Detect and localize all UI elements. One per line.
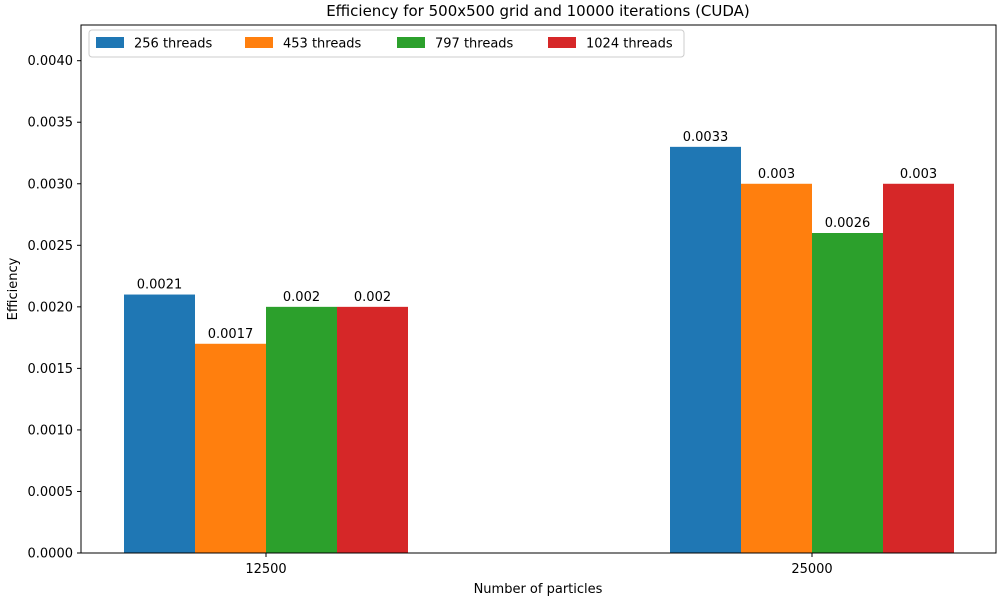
legend-swatch — [397, 37, 425, 48]
data-label: 0.002 — [283, 290, 320, 305]
legend-entry-label: 797 threads — [435, 37, 514, 52]
y-tick-label: 0.0030 — [28, 177, 74, 192]
data-label: 0.003 — [758, 167, 795, 182]
plot-area: 0.0021 0.0017 0.002 0.002 0.0033 0.003 0.0026 0… — [28, 24, 997, 577]
bar — [124, 294, 195, 553]
y-tick-label: 0.0020 — [28, 300, 74, 315]
bar — [195, 343, 266, 553]
legend-swatch — [96, 37, 124, 48]
y-axis-label: Efficiency — [6, 257, 21, 320]
bar — [741, 183, 812, 553]
data-label: 0.0021 — [137, 278, 183, 293]
x-tick-label: 12500 — [245, 562, 286, 577]
y-tick-label: 0.0040 — [28, 54, 74, 69]
legend-box — [88, 29, 685, 58]
bar — [266, 306, 337, 553]
legend-entry-label: 453 threads — [283, 37, 362, 52]
y-tick-label: 0.0035 — [28, 116, 74, 131]
chart-title: Efficiency for 500x500 grid and 10000 it… — [326, 2, 750, 20]
data-label: 0.002 — [354, 290, 391, 305]
y-tick-label: 0.0025 — [28, 239, 74, 254]
legend-swatch — [245, 37, 273, 48]
legend-entry-label: 1024 threads — [586, 37, 673, 52]
legend-swatch — [548, 37, 576, 48]
data-label: 0.0017 — [208, 327, 254, 342]
legend-entry-label: 256 threads — [134, 37, 213, 52]
y-tick-label: 0.0000 — [28, 547, 74, 562]
bar — [883, 183, 954, 553]
legend: 256 threads 453 threads 797 threads 1024 th… — [88, 29, 685, 58]
bar — [670, 146, 741, 553]
bar — [812, 233, 883, 553]
x-tick-label: 25000 — [791, 562, 832, 577]
data-label: 0.003 — [900, 167, 937, 182]
data-label: 0.0033 — [683, 130, 729, 145]
bar — [337, 306, 408, 553]
y-tick-label: 0.0005 — [28, 485, 74, 500]
plot-frame — [80, 24, 997, 554]
x-axis-label: Number of particles — [474, 582, 603, 597]
y-tick-label: 0.0010 — [28, 423, 74, 438]
data-label: 0.0026 — [825, 216, 871, 231]
y-tick-label: 0.0015 — [28, 362, 74, 377]
